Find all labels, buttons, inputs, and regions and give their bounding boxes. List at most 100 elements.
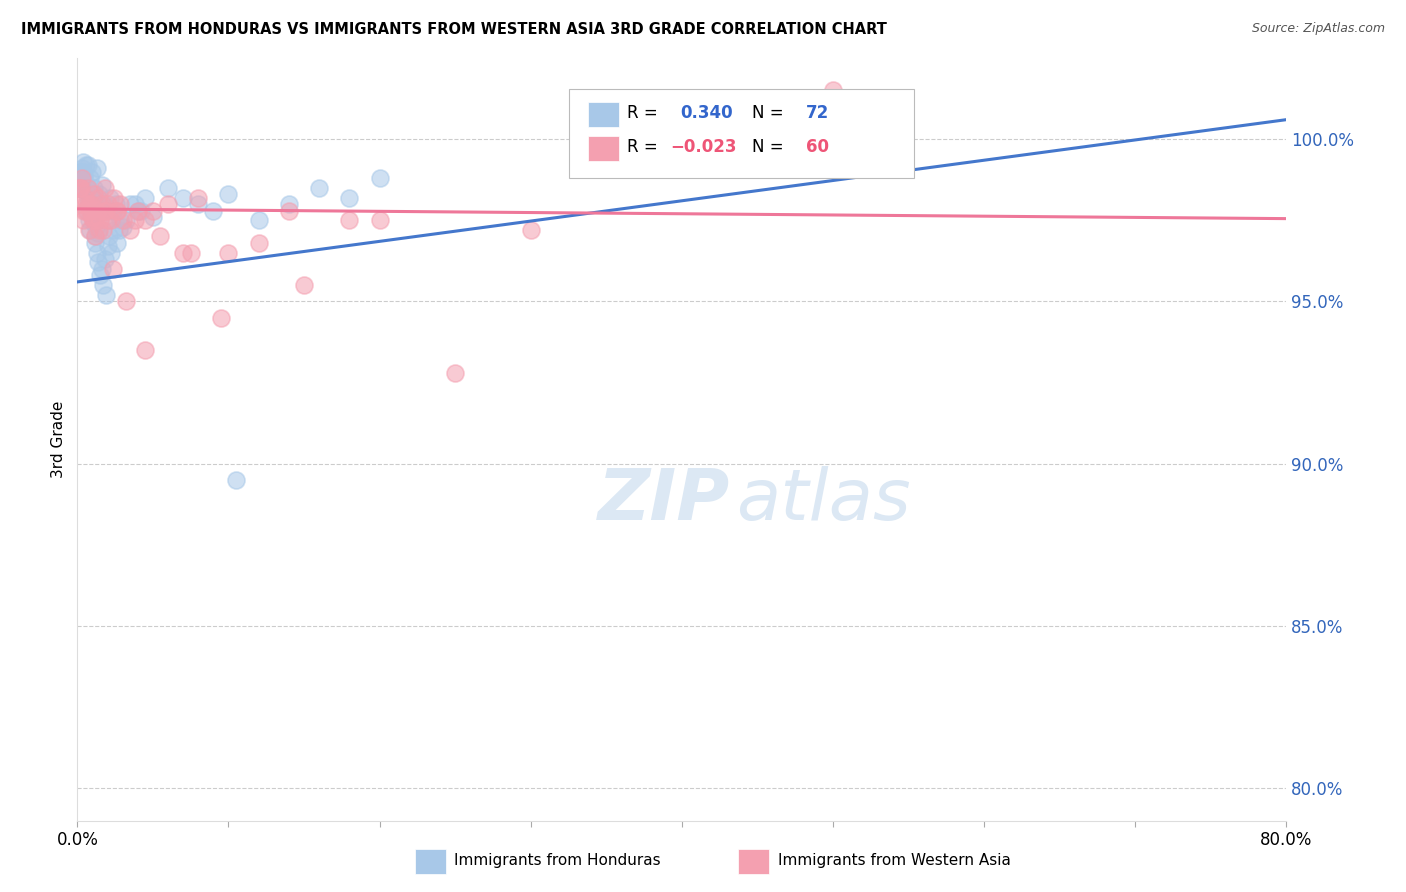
Point <box>111 219 134 234</box>
Point <box>247 213 270 227</box>
Point <box>76 158 98 172</box>
Point <box>339 213 360 227</box>
Point <box>89 187 111 202</box>
Point <box>86 203 108 218</box>
Point <box>86 161 108 176</box>
Point <box>187 197 209 211</box>
Text: Immigrants from Western Asia: Immigrants from Western Asia <box>778 854 1011 868</box>
Point <box>70 171 93 186</box>
Text: 60: 60 <box>806 138 828 156</box>
Point <box>105 203 128 218</box>
Point <box>69 181 91 195</box>
Point <box>104 197 127 211</box>
Point <box>72 154 94 169</box>
Point <box>218 245 240 260</box>
Point <box>278 197 301 211</box>
Point <box>77 197 100 211</box>
Point <box>444 366 467 380</box>
Point <box>90 261 112 276</box>
Point <box>368 213 391 227</box>
Point <box>157 181 180 195</box>
Point <box>90 178 112 192</box>
Point <box>187 190 209 204</box>
Text: −0.023: −0.023 <box>671 138 737 156</box>
Point <box>114 294 136 309</box>
Point <box>82 164 104 178</box>
Point <box>134 190 156 204</box>
Point <box>278 203 301 218</box>
Point <box>96 213 118 227</box>
Point <box>105 235 128 250</box>
Point <box>127 203 149 218</box>
Point <box>105 203 128 218</box>
Point <box>90 197 112 211</box>
Point <box>821 83 844 97</box>
Point <box>520 223 543 237</box>
Point <box>96 239 118 253</box>
Point <box>101 203 124 218</box>
Point <box>72 174 94 188</box>
Point <box>82 210 104 224</box>
Point <box>172 190 194 204</box>
Point <box>103 223 125 237</box>
Point <box>80 197 103 211</box>
Point <box>86 245 108 260</box>
Point <box>79 171 101 186</box>
Point <box>73 168 96 182</box>
Text: N =: N = <box>752 104 789 122</box>
Point <box>93 203 115 218</box>
Point <box>134 213 156 227</box>
Point <box>114 213 136 227</box>
Text: R =: R = <box>627 104 664 122</box>
Text: 0.340: 0.340 <box>681 104 733 122</box>
Point <box>72 164 94 178</box>
Point <box>73 184 96 198</box>
Point <box>84 229 107 244</box>
Point <box>120 223 142 237</box>
Point <box>129 203 152 218</box>
Point <box>83 217 105 231</box>
Point <box>69 197 91 211</box>
Point <box>87 255 110 269</box>
Point <box>82 210 104 224</box>
Point <box>308 181 330 195</box>
Point <box>202 203 225 218</box>
Point <box>72 213 94 227</box>
Point <box>93 197 115 211</box>
Point <box>79 203 101 218</box>
Text: IMMIGRANTS FROM HONDURAS VS IMMIGRANTS FROM WESTERN ASIA 3RD GRADE CORRELATION C: IMMIGRANTS FROM HONDURAS VS IMMIGRANTS F… <box>21 22 887 37</box>
Point <box>89 268 111 283</box>
Text: Immigrants from Honduras: Immigrants from Honduras <box>454 854 661 868</box>
Point <box>93 252 115 267</box>
Y-axis label: 3rd Grade: 3rd Grade <box>51 401 66 478</box>
Point <box>368 171 391 186</box>
Point <box>82 213 104 227</box>
Point <box>218 187 240 202</box>
Point <box>75 178 97 192</box>
Point <box>172 245 194 260</box>
Point <box>79 197 101 211</box>
Point <box>108 223 131 237</box>
Point <box>108 197 131 211</box>
Point <box>89 213 111 227</box>
Text: ZIP: ZIP <box>598 466 730 535</box>
Point <box>103 190 125 204</box>
Point <box>142 203 165 218</box>
Point <box>84 235 107 250</box>
Point <box>134 343 156 357</box>
Point <box>94 203 117 218</box>
Point <box>83 187 105 202</box>
Point <box>100 245 122 260</box>
Point <box>79 223 101 237</box>
Point <box>209 310 232 325</box>
Point <box>91 278 114 293</box>
Point <box>80 187 103 202</box>
Point <box>70 181 93 195</box>
Point <box>225 473 247 487</box>
Text: atlas: atlas <box>737 466 911 535</box>
Point <box>70 161 93 176</box>
Point <box>94 288 117 302</box>
Point <box>80 200 103 214</box>
Point <box>339 190 360 204</box>
Point <box>157 197 180 211</box>
